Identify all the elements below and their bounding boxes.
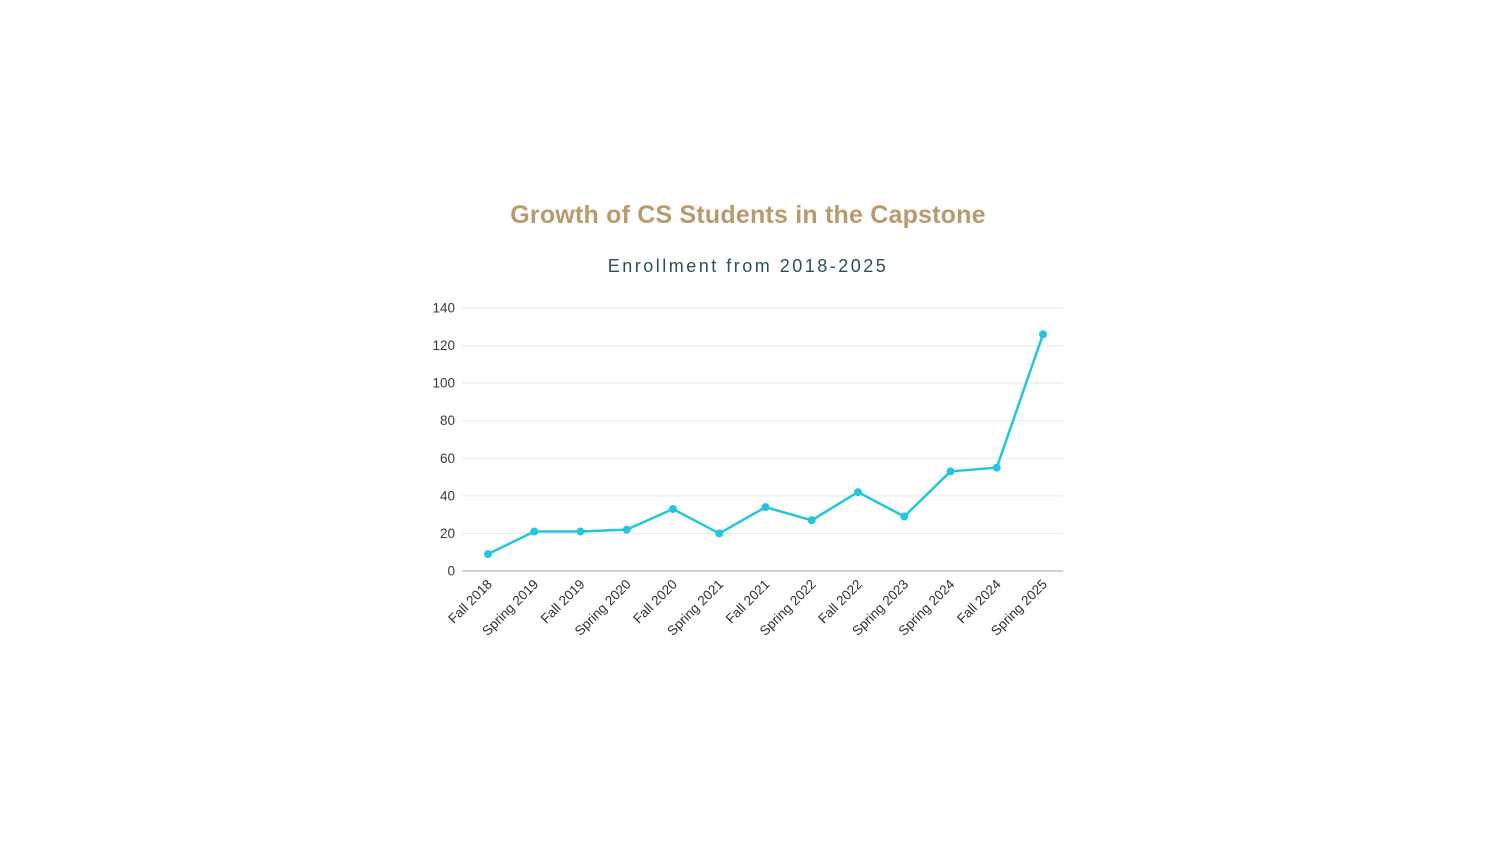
data-point [761, 503, 770, 512]
chart-title: Growth of CS Students in the Capstone [510, 201, 986, 229]
data-point [900, 512, 909, 521]
y-axis-tick-label: 60 [440, 451, 455, 466]
enrollment-line [486, 333, 1045, 556]
data-point [807, 516, 816, 525]
y-axis-tick-label: 140 [432, 301, 455, 316]
data-point [1039, 330, 1047, 339]
data-point [854, 488, 862, 497]
y-axis-tick-label: 40 [440, 488, 455, 503]
y-axis-tick-label: 80 [440, 413, 455, 428]
y-axis-tick-label: 120 [432, 338, 455, 353]
data-point [992, 463, 1001, 472]
y-axis-tick-label: 20 [440, 526, 455, 541]
data-point [484, 550, 492, 559]
data-point [946, 467, 955, 476]
data-point [715, 529, 724, 538]
data-point [530, 527, 539, 536]
data-point [622, 525, 631, 534]
data-point [576, 527, 585, 536]
data-point [669, 505, 677, 514]
y-axis-tick-label: 100 [432, 376, 455, 391]
y-axis-tick-label: 0 [447, 564, 455, 579]
chart-subtitle: Enrollment from 2018-2025 [607, 256, 889, 276]
